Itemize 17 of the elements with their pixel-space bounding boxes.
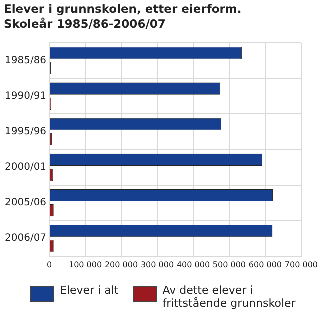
x-tick-label: 300 000 [140,260,174,270]
y-tick-label: 1995/96 [4,126,47,138]
y-tick-label: 1985/86 [4,55,47,66]
x-tick-label: 100 000 [68,260,102,270]
chart-title: Elever i grunnskolen, etter eierform. Skoleår 1985/86-2006/07 [4,2,243,32]
x-tick-label: 200 000 [104,260,138,270]
x-tick-label: 400 000 [176,260,210,270]
x-tick-label: 600 000 [248,260,282,270]
y-tick-label: 2000/01 [4,162,47,174]
y-tick-label: 2006/07 [4,233,47,244]
legend-label: Elever i alt [60,284,119,297]
x-tick-label: 700 000 [284,260,318,270]
x-tick-label: 500 000 [212,260,246,270]
y-tick-label: 2005/06 [4,198,47,209]
x-tick-label: 0 [46,260,52,270]
y-tick-label: 1990/91 [4,90,47,102]
legend-label: Av dette elever i frittstående grunnskoler [162,284,297,310]
